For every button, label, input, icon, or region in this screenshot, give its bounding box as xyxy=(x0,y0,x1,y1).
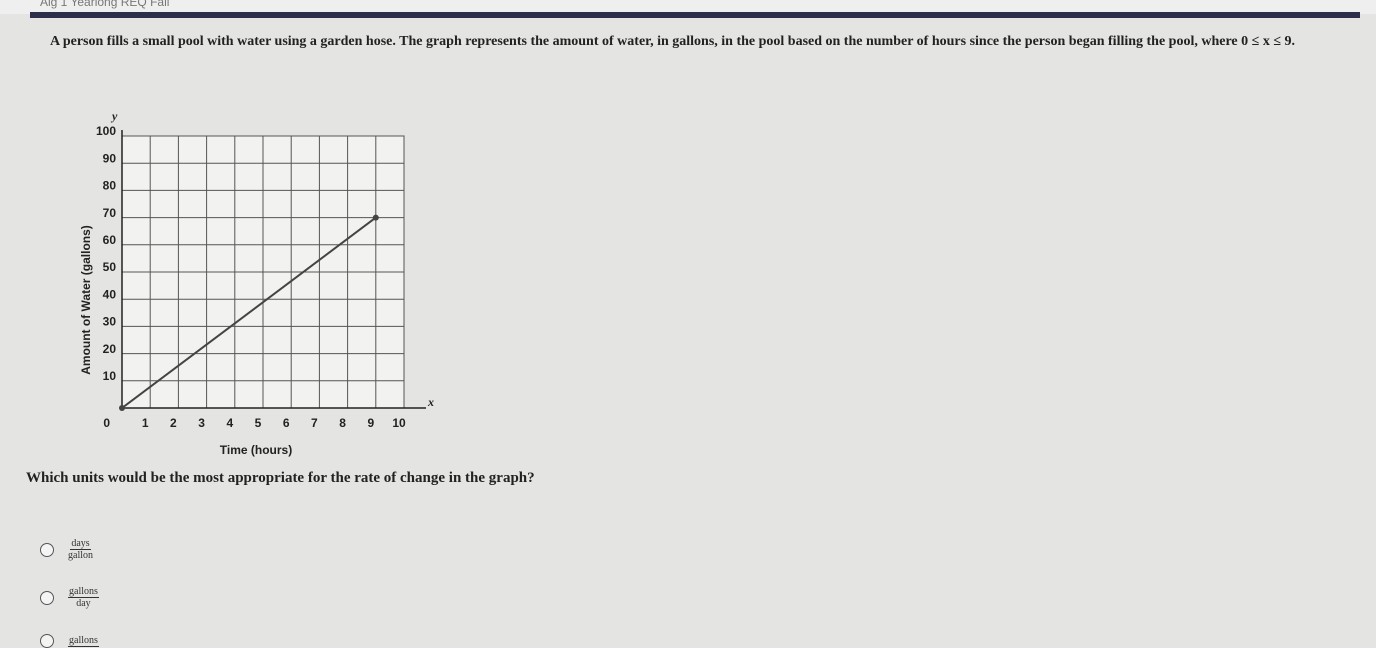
y-tick-label: 40 xyxy=(103,287,117,301)
fraction: gallons day xyxy=(68,586,99,609)
header-rule xyxy=(30,12,1360,18)
x-tick-label: 10 xyxy=(392,416,406,430)
radio-button[interactable] xyxy=(40,634,54,648)
x-tick-label: 9 xyxy=(367,416,374,430)
x-axis-label: Time (hours) xyxy=(220,443,292,457)
y-tick-label: 60 xyxy=(103,233,117,247)
numerator: days xyxy=(70,538,91,550)
y-tick-label: 80 xyxy=(103,179,117,193)
x-tick-label: 4 xyxy=(226,416,233,430)
denominator: gallon xyxy=(68,550,93,561)
x-axis-letter: x xyxy=(427,395,434,409)
numerator: gallons xyxy=(68,586,99,598)
x-tick-label: 3 xyxy=(198,416,205,430)
x-tick-label: 1 xyxy=(142,416,149,430)
y-tick-label: 90 xyxy=(103,151,117,165)
x-tick-label: 5 xyxy=(255,416,262,430)
answer-option[interactable]: days gallon xyxy=(40,538,93,561)
y-tick-label: 10 xyxy=(103,369,117,383)
answer-option[interactable]: gallons xyxy=(40,634,99,648)
data-line xyxy=(121,216,377,409)
chart: Amount of Water (gallons) Time (hours) x… xyxy=(79,109,434,457)
x-tick-label: 6 xyxy=(283,416,290,430)
radio-button[interactable] xyxy=(40,590,54,605)
course-title: Alg 1 Yearlong REQ Fall xyxy=(40,0,170,9)
data-point xyxy=(119,405,125,411)
x-tick-label: 8 xyxy=(339,416,346,430)
y-tick-label: 50 xyxy=(103,260,117,274)
data-point xyxy=(372,214,379,221)
question-text: A person fills a small pool with water u… xyxy=(50,34,1296,49)
y-tick-label: 70 xyxy=(103,206,117,220)
denominator: day xyxy=(76,598,91,609)
y-tick-label: 0 xyxy=(103,416,110,430)
x-tick-label: 2 xyxy=(170,416,177,430)
fraction: days gallon xyxy=(68,538,93,561)
top-bar: Alg 1 Yearlong REQ Fall xyxy=(0,0,1376,14)
answer-option[interactable]: gallons day xyxy=(40,586,99,609)
radio-button[interactable] xyxy=(40,542,54,557)
y-tick-label: 30 xyxy=(103,315,117,329)
y-axis-label: Amount of Water (gallons) xyxy=(79,225,93,375)
y-axis-letter: y xyxy=(110,109,118,123)
y-tick-label: 20 xyxy=(103,342,117,356)
x-tick-label: 7 xyxy=(311,416,318,430)
y-tick-label: 100 xyxy=(96,124,116,138)
fraction: gallons xyxy=(68,635,99,647)
numerator: gallons xyxy=(68,635,99,647)
prompt: Which units would be the most appropriat… xyxy=(26,470,535,486)
